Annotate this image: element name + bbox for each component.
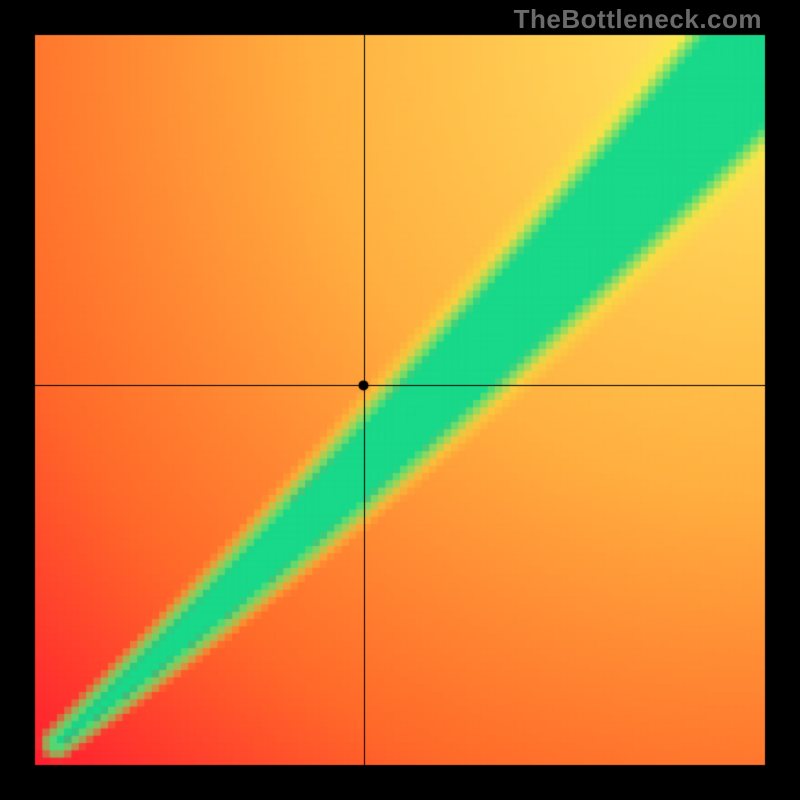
heatmap-canvas — [0, 0, 800, 800]
stage: TheBottleneck.com — [0, 0, 800, 800]
